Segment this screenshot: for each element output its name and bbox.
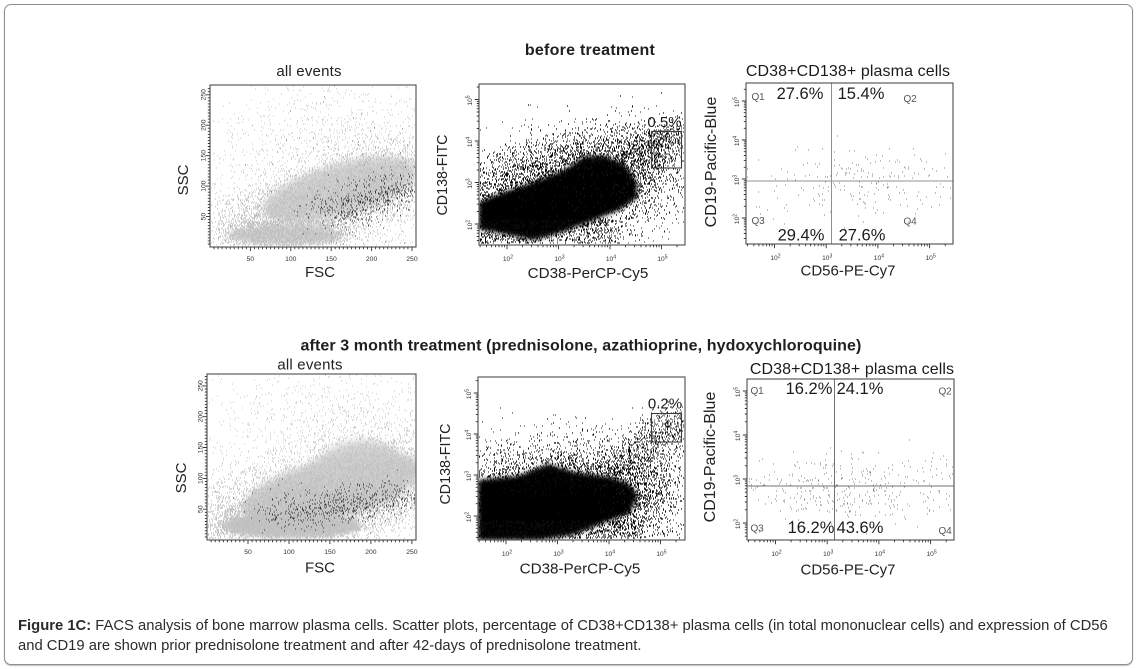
svg-text:200: 200 [365, 549, 377, 556]
svg-text:104: 104 [874, 253, 884, 262]
svg-text:103: 103 [465, 178, 474, 188]
svg-text:Q2: Q2 [939, 387, 953, 398]
svg-text:104: 104 [875, 549, 885, 558]
svg-text:Q3: Q3 [752, 216, 766, 227]
svg-text:250: 250 [406, 256, 418, 263]
svg-text:102: 102 [733, 519, 742, 529]
svg-text:250: 250 [406, 549, 418, 556]
svg-text:200: 200 [198, 411, 205, 423]
svg-text:Q4: Q4 [904, 217, 918, 228]
svg-text:104: 104 [732, 136, 741, 146]
svg-text:CD38-PerCP-Cy5: CD38-PerCP-Cy5 [520, 561, 641, 578]
svg-text:105: 105 [464, 389, 473, 399]
svg-text:100: 100 [285, 256, 297, 263]
svg-text:Q1: Q1 [752, 92, 766, 103]
svg-text:103: 103 [822, 253, 832, 262]
svg-text:CD56-PE-Cy7: CD56-PE-Cy7 [800, 263, 895, 280]
svg-text:200: 200 [201, 119, 208, 131]
svg-text:105: 105 [656, 549, 666, 558]
svg-text:50: 50 [198, 505, 205, 513]
svg-text:102: 102 [732, 214, 741, 224]
svg-text:Q4: Q4 [939, 526, 953, 537]
svg-text:100: 100 [198, 472, 205, 484]
svg-text:24.1%: 24.1% [837, 380, 884, 398]
svg-text:100: 100 [201, 180, 208, 192]
svg-text:FSC: FSC [305, 560, 335, 577]
svg-text:105: 105 [733, 387, 742, 397]
svg-text:27.6%: 27.6% [777, 85, 824, 103]
svg-text:before treatment: before treatment [525, 42, 656, 59]
svg-text:50: 50 [244, 549, 252, 556]
svg-text:15.4%: 15.4% [838, 85, 885, 103]
svg-text:after 3 month treatment (predn: after 3 month treatment (prednisolone, a… [301, 338, 862, 355]
svg-text:FSC: FSC [305, 264, 335, 281]
svg-text:105: 105 [925, 253, 935, 262]
svg-text:CD138-FITC: CD138-FITC [438, 423, 454, 504]
svg-text:CD138-FITC: CD138-FITC [435, 134, 451, 215]
svg-text:102: 102 [465, 220, 474, 230]
svg-text:CD56-PE-Cy7: CD56-PE-Cy7 [800, 562, 895, 579]
svg-text:29.4%: 29.4% [778, 227, 825, 245]
svg-text:CD19-Pacific-Blue: CD19-Pacific-Blue [703, 97, 720, 228]
svg-text:0.5%: 0.5% [647, 114, 681, 131]
svg-text:16.2%: 16.2% [788, 519, 835, 537]
svg-text:0.2%: 0.2% [648, 396, 682, 413]
svg-text:200: 200 [366, 256, 378, 263]
svg-text:150: 150 [201, 150, 208, 162]
svg-text:104: 104 [606, 254, 616, 263]
svg-text:CD38-PerCP-Cy5: CD38-PerCP-Cy5 [528, 265, 649, 282]
svg-text:150: 150 [326, 256, 338, 263]
svg-text:102: 102 [464, 512, 473, 522]
svg-text:100: 100 [283, 549, 295, 556]
svg-text:104: 104 [733, 431, 742, 441]
svg-text:103: 103 [553, 549, 563, 558]
svg-text:CD19-Pacific-Blue: CD19-Pacific-Blue [702, 392, 719, 523]
svg-text:150: 150 [324, 549, 336, 556]
svg-text:104: 104 [464, 430, 473, 440]
svg-text:43.6%: 43.6% [837, 519, 884, 537]
svg-text:102: 102 [771, 549, 781, 558]
svg-text:103: 103 [464, 471, 473, 481]
svg-text:SSC: SSC [175, 164, 192, 195]
svg-text:250: 250 [201, 89, 208, 101]
svg-text:Q2: Q2 [904, 94, 918, 105]
svg-text:103: 103 [732, 175, 741, 185]
svg-text:103: 103 [823, 549, 833, 558]
svg-text:150: 150 [198, 442, 205, 454]
svg-text:SSC: SSC [173, 462, 190, 493]
svg-text:CD38+CD138+ plasma cells: CD38+CD138+ plasma cells [750, 361, 954, 378]
svg-text:16.2%: 16.2% [786, 380, 833, 398]
svg-text:102: 102 [770, 253, 780, 262]
svg-text:104: 104 [605, 549, 615, 558]
svg-text:105: 105 [465, 95, 474, 105]
svg-text:105: 105 [657, 254, 667, 263]
svg-text:Q3: Q3 [751, 524, 765, 535]
svg-text:105: 105 [926, 549, 936, 558]
svg-text:250: 250 [198, 380, 205, 392]
svg-text:all events: all events [277, 357, 342, 374]
svg-text:102: 102 [502, 549, 512, 558]
svg-text:105: 105 [732, 97, 741, 107]
svg-text:103: 103 [554, 254, 564, 263]
svg-text:Q1: Q1 [751, 386, 765, 397]
svg-text:27.6%: 27.6% [839, 227, 886, 245]
svg-text:104: 104 [465, 137, 474, 147]
svg-text:all events: all events [276, 63, 341, 80]
svg-text:50: 50 [247, 256, 255, 263]
svg-text:103: 103 [733, 475, 742, 485]
svg-text:50: 50 [201, 213, 208, 221]
svg-text:CD38+CD138+ plasma cells: CD38+CD138+ plasma cells [746, 63, 950, 80]
svg-text:102: 102 [503, 254, 513, 263]
